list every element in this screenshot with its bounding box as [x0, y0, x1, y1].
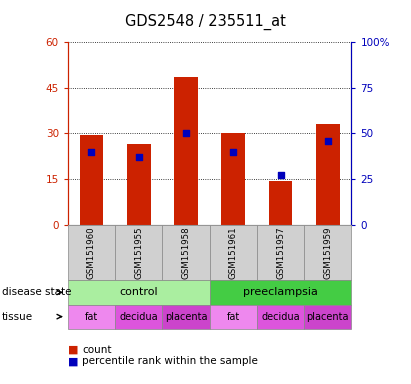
Text: GSM151957: GSM151957	[276, 226, 285, 279]
Point	[325, 138, 331, 144]
Text: decidua: decidua	[120, 311, 158, 322]
Text: tissue: tissue	[2, 311, 33, 322]
Text: GSM151960: GSM151960	[87, 226, 96, 279]
Text: GSM151959: GSM151959	[323, 226, 332, 279]
Point	[230, 149, 237, 155]
Text: placenta: placenta	[165, 311, 207, 322]
Text: GSM151961: GSM151961	[229, 226, 238, 279]
Point	[182, 131, 189, 137]
Text: fat: fat	[85, 311, 98, 322]
Text: fat: fat	[226, 311, 240, 322]
Text: preeclampsia: preeclampsia	[243, 287, 318, 298]
Bar	[174, 77, 198, 225]
Text: GSM151955: GSM151955	[134, 226, 143, 279]
Bar	[127, 144, 150, 225]
Text: count: count	[82, 345, 112, 355]
Point	[88, 149, 95, 155]
Bar	[80, 135, 103, 225]
Bar	[269, 180, 292, 225]
Bar	[316, 124, 339, 225]
Point	[136, 154, 142, 160]
Text: placenta: placenta	[307, 311, 349, 322]
Text: ■: ■	[68, 345, 79, 355]
Text: GDS2548 / 235511_at: GDS2548 / 235511_at	[125, 13, 286, 30]
Text: control: control	[120, 287, 158, 298]
Text: decidua: decidua	[261, 311, 300, 322]
Text: disease state: disease state	[2, 287, 72, 298]
Text: GSM151958: GSM151958	[182, 226, 190, 279]
Text: ■: ■	[68, 356, 79, 366]
Point	[277, 172, 284, 179]
Bar	[222, 134, 245, 225]
Text: percentile rank within the sample: percentile rank within the sample	[82, 356, 258, 366]
